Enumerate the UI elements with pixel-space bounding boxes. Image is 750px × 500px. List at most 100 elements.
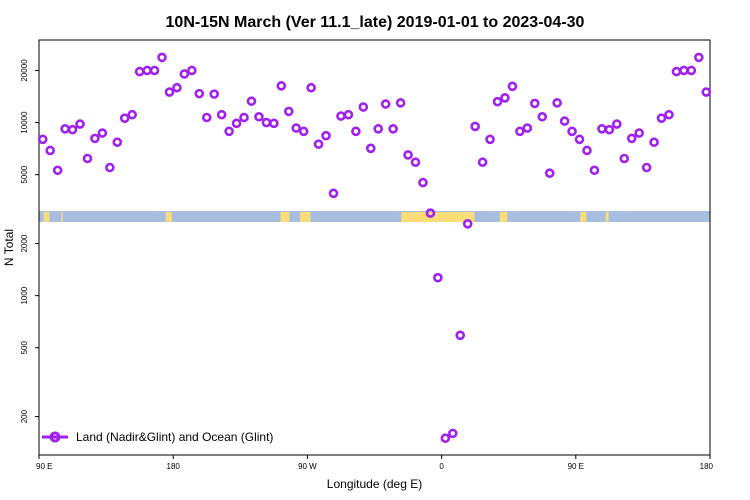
data-point	[574, 134, 585, 145]
data-point	[388, 124, 398, 134]
data-point	[254, 111, 264, 122]
legend-label: Land (Nadir&Glint) and Ocean (Glint)	[76, 430, 273, 444]
data-point	[97, 128, 108, 138]
y-tick-label: 5000	[20, 165, 29, 183]
data-point	[418, 177, 428, 188]
data-point	[239, 112, 249, 123]
data-point	[679, 65, 689, 76]
data-point	[612, 119, 622, 129]
y-tick-label: 2000	[20, 234, 29, 252]
data-point	[105, 162, 115, 173]
x-tick-label: 90 E	[36, 462, 52, 471]
data-point	[194, 88, 205, 99]
data-point	[261, 117, 272, 128]
data-point	[328, 188, 339, 199]
data-point	[447, 428, 458, 439]
data-point	[649, 137, 659, 148]
land-segment	[299, 212, 311, 222]
y-tick-label: 1000	[20, 286, 29, 304]
data-point	[187, 65, 197, 76]
data-point	[634, 128, 644, 138]
data-point	[179, 69, 190, 79]
data-point	[224, 126, 234, 137]
data-point	[694, 52, 704, 63]
data-point	[455, 330, 466, 341]
legend-marker	[49, 431, 61, 443]
data-point	[336, 111, 346, 121]
data-point	[462, 219, 473, 229]
data-point	[656, 113, 667, 123]
data-point	[127, 109, 137, 120]
land-segment	[605, 212, 609, 222]
data-point	[507, 81, 518, 92]
data-point	[544, 168, 555, 178]
land-ocean-band	[39, 211, 710, 222]
land-segment	[401, 212, 475, 222]
data-point	[470, 121, 480, 132]
x-tick-label: 90 E	[568, 462, 584, 471]
data-point	[380, 99, 391, 109]
data-point	[403, 150, 413, 160]
data-point	[500, 93, 510, 103]
data-point	[373, 124, 384, 134]
data-point	[358, 102, 369, 112]
data-point	[626, 133, 637, 144]
data-point	[172, 82, 182, 93]
x-tick-label: 0	[439, 462, 444, 471]
data-point	[298, 126, 309, 137]
land-segment	[165, 212, 172, 222]
data-point	[37, 134, 48, 145]
data-point	[164, 87, 175, 97]
data-point	[395, 98, 406, 108]
data-point	[522, 123, 533, 133]
data-point	[343, 109, 354, 120]
data-point	[52, 165, 63, 176]
data-point	[67, 124, 78, 135]
x-axis: 90 E 180 90 W 0 90 E 180	[36, 455, 714, 471]
data-point	[291, 123, 302, 133]
y-tick-label: 500	[20, 341, 29, 355]
land-segment	[499, 212, 508, 222]
data-point	[515, 126, 525, 137]
data-point	[201, 112, 212, 123]
data-point	[559, 116, 570, 126]
data-point	[157, 52, 167, 63]
data-point	[589, 165, 600, 176]
data-point	[552, 98, 562, 108]
x-tick-label: 180	[700, 462, 714, 471]
data-point	[60, 124, 70, 134]
data-point	[82, 153, 93, 164]
data-point	[619, 153, 630, 164]
data-point	[149, 65, 160, 76]
land-segment	[43, 212, 50, 222]
data-point	[641, 162, 652, 173]
y-axis: 200 500 1000 2000 5000 10000 20000	[20, 59, 39, 423]
legend: Land (Nadir&Glint) and Ocean (Glint)	[42, 430, 273, 444]
data-point	[597, 124, 607, 134]
data-point	[433, 272, 443, 283]
data-point	[209, 89, 220, 99]
data-point	[216, 109, 227, 120]
data-point	[686, 65, 697, 76]
data-point	[537, 111, 548, 122]
data-point	[276, 81, 287, 91]
data-point	[671, 66, 682, 77]
data-point	[75, 119, 85, 129]
data-point	[45, 145, 55, 156]
data-point	[142, 65, 152, 76]
data-point	[306, 82, 316, 93]
data-point	[246, 96, 257, 106]
data-point	[134, 66, 145, 77]
land-segment	[580, 212, 587, 222]
data-point	[269, 118, 279, 129]
ocean-band	[39, 211, 710, 222]
data-point	[664, 109, 674, 120]
data-point	[477, 157, 488, 168]
data-point	[351, 126, 361, 137]
land-segment	[280, 212, 290, 222]
data-point	[283, 106, 294, 117]
chart-title: 10N-15N March (Ver 11.1_late) 2019-01-01…	[166, 14, 585, 31]
land-segment	[61, 212, 63, 222]
data-point	[321, 130, 331, 141]
data-point	[112, 137, 123, 148]
